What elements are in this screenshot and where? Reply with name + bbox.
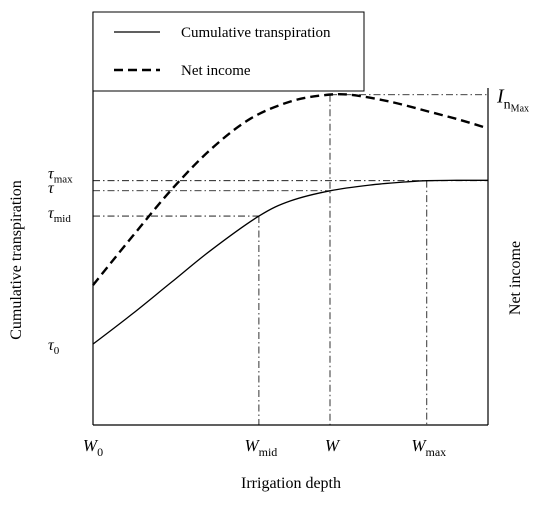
y-tick-tau: τ [48, 180, 55, 197]
right-marker-income-max: InMax [496, 86, 529, 115]
x-tick-w0: W0 [83, 436, 103, 459]
legend-label-transpiration: Cumulative transpiration [181, 25, 331, 41]
legend: Cumulative transpiration Net income [92, 11, 365, 92]
guide-lines [93, 94, 488, 425]
y-tick-tau-max: τmax [48, 166, 73, 186]
x-tick-w-max: Wmax [411, 436, 446, 459]
x-axis-label: Irrigation depth [241, 475, 341, 492]
y-axis-label-left: Cumulative transpiration [8, 180, 25, 340]
x-tick-w-mid: Wmid [244, 436, 277, 459]
series-lines [92, 92, 489, 345]
legend-label-net-income: Net income [181, 63, 251, 79]
series-line-net-income [92, 92, 489, 286]
series-line-cumulative-transpiration [92, 179, 488, 345]
y-tick-tau0: τ0 [48, 337, 60, 357]
x-tick-w: W [325, 436, 341, 455]
legend-box [92, 11, 365, 92]
y-tick-tau-mid: τmid [48, 205, 71, 225]
y-axis-label-right: Net income [507, 241, 524, 315]
